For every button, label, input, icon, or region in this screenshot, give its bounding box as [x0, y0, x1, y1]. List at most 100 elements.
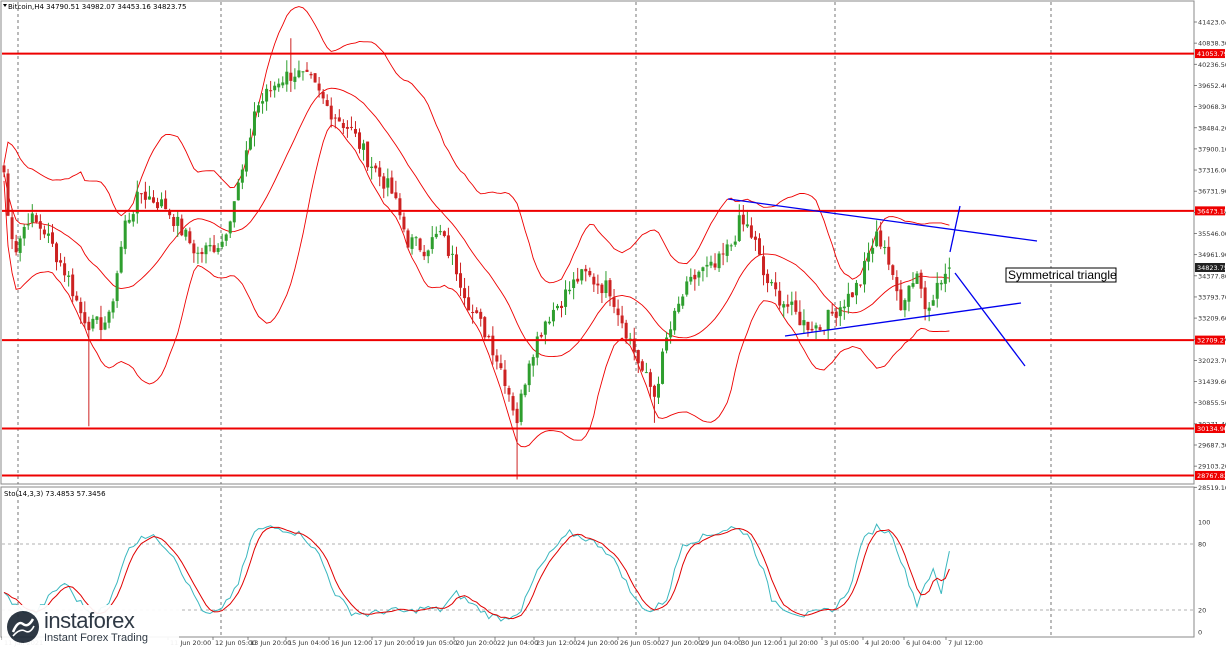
candle — [337, 109, 341, 122]
candle — [858, 284, 862, 288]
candle — [46, 222, 50, 244]
candle — [293, 68, 297, 90]
candle — [18, 235, 22, 262]
candle — [281, 76, 285, 89]
candle — [248, 128, 252, 151]
price-tick-label: 38484.20 — [1198, 124, 1226, 132]
time-tick-label: 3 Jul 05:00 — [824, 639, 859, 647]
candle — [596, 274, 600, 295]
time-tick-label: 26 Jun 05:00 — [620, 639, 661, 647]
candle — [317, 76, 321, 98]
candle — [499, 354, 503, 370]
time-tick-label: 7 Jul 12:00 — [948, 639, 983, 647]
logo-tagline: Instant Forex Trading — [44, 632, 148, 644]
candle — [406, 228, 410, 250]
candle — [398, 193, 402, 220]
time-tick-label: 4 Jul 20:00 — [865, 639, 900, 647]
candle — [345, 120, 349, 138]
candle — [863, 252, 867, 293]
pattern-label[interactable]: Symmetrical triangle — [1005, 267, 1117, 283]
svg-text:32709.27: 32709.27 — [1197, 337, 1226, 345]
price-axis: 41423.04 40838.30 40236.50 39652.40 39068.30… — [1194, 19, 1226, 492]
candle — [42, 225, 46, 239]
candle — [63, 256, 67, 282]
candle — [394, 180, 398, 200]
candle — [717, 251, 721, 273]
candle — [677, 296, 681, 314]
candle — [935, 272, 939, 308]
candle — [927, 302, 931, 322]
candle — [531, 354, 535, 377]
candle — [450, 245, 454, 265]
horizontal-levels[interactable] — [2, 52, 1194, 477]
time-tick-label: 30 Jun 12:00 — [741, 639, 782, 647]
candle — [115, 270, 119, 308]
svg-text:36473.18: 36473.18 — [1197, 207, 1226, 215]
candle — [228, 220, 232, 239]
candle — [620, 305, 624, 329]
candle — [903, 298, 907, 318]
candle — [713, 253, 717, 271]
candle — [402, 212, 406, 233]
candle — [164, 190, 168, 210]
candle — [947, 257, 951, 283]
time-tick-label: 27 Jun 20:00 — [661, 639, 702, 647]
candle — [495, 349, 499, 370]
candle — [685, 276, 689, 297]
time-tick-label: 23 Jun 12:00 — [536, 639, 577, 647]
candle — [850, 292, 854, 298]
candle — [289, 38, 293, 92]
candle — [325, 94, 329, 107]
candle — [208, 237, 212, 252]
candle — [216, 243, 220, 255]
triangle-trendlines[interactable] — [727, 198, 1038, 367]
candle — [515, 402, 519, 480]
candle — [770, 279, 774, 286]
candle — [329, 97, 333, 128]
candle — [273, 81, 277, 98]
candle — [632, 327, 636, 361]
bollinger-upper — [3, 6, 950, 284]
candle — [911, 272, 915, 289]
candle — [459, 262, 463, 297]
candle — [539, 332, 543, 339]
time-tick-label: 16 Jun 12:00 — [331, 639, 372, 647]
time-tick-label: 29 Jun 04:00 — [701, 639, 742, 647]
stoch-tick-label: 100 — [1198, 519, 1210, 527]
price-tick-label: 35546.00 — [1198, 230, 1226, 238]
candle — [871, 238, 875, 263]
candle — [891, 264, 895, 280]
price-tick-label: 37900.10 — [1198, 145, 1226, 153]
breakout-up-arrow[interactable] — [949, 205, 961, 253]
candle — [333, 114, 337, 129]
time-tick-label: 12 Jun 05:00 — [215, 639, 256, 647]
candle — [616, 299, 620, 326]
candle — [564, 280, 568, 315]
candle — [725, 239, 729, 263]
stoch-tick-label: 0 — [1198, 629, 1202, 637]
candle — [576, 267, 580, 284]
candle — [802, 309, 806, 334]
candle — [30, 204, 34, 228]
candle — [786, 294, 790, 314]
candle — [854, 280, 858, 305]
candle — [741, 205, 745, 232]
candle — [240, 164, 244, 190]
breakout-down-arrow[interactable] — [954, 272, 1026, 367]
candle — [71, 268, 75, 303]
candle — [309, 71, 313, 79]
candle — [390, 170, 394, 195]
candle — [790, 291, 794, 316]
stochastic-oscillator — [3, 523, 950, 622]
candle — [301, 71, 305, 81]
candle — [636, 349, 640, 373]
candle — [67, 270, 71, 287]
triangle-upper-line[interactable] — [727, 198, 1038, 242]
chart-menu-icon[interactable] — [3, 4, 7, 7]
candle — [519, 389, 523, 426]
candle — [204, 242, 208, 264]
candle — [430, 226, 434, 254]
candle — [107, 309, 111, 329]
